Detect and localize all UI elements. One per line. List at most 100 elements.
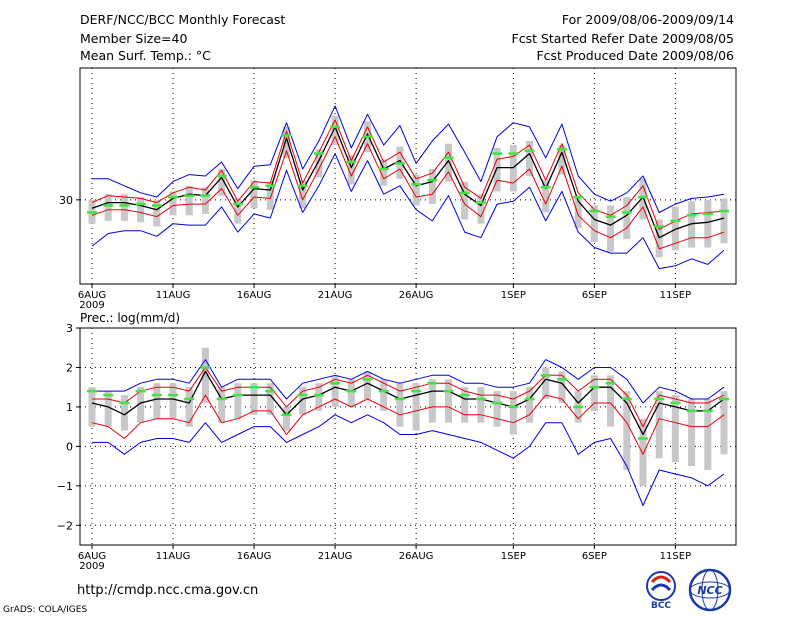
range-bar [169, 383, 177, 419]
ncc-logo-text: NCC [697, 584, 722, 597]
x-tick-label: 1SEP [501, 551, 526, 562]
y-tick-label: 2 [66, 361, 73, 374]
y-tick-label: 30 [59, 194, 73, 207]
x-tick-label: 6SEP [582, 551, 607, 562]
range-bar [493, 391, 501, 427]
range-bar [347, 379, 355, 407]
x-tick-label: 6SEP [582, 290, 607, 301]
bcc-logo: BCC [646, 571, 676, 610]
range-bar [120, 395, 128, 431]
x-tick-label: 21AUG [318, 551, 353, 562]
range-bar [526, 140, 534, 176]
range-bar [234, 383, 242, 419]
range-bar [639, 418, 647, 486]
range-bar [704, 199, 712, 248]
range-bar [104, 391, 112, 427]
range-bar [688, 399, 696, 467]
range-bar [218, 387, 226, 423]
range-bar [428, 168, 436, 205]
panel-temperature: 6AUG 11AUG 16AUG 21AUG 26AUG 1SEP 6SEP 11SEP 200… [59, 67, 737, 311]
range-bar [396, 383, 404, 427]
source-url[interactable]: http://cmdp.ncc.cma.gov.cn [77, 583, 259, 598]
series-lower_outer [91, 153, 725, 270]
plot-frame [79, 67, 737, 285]
range-bar [234, 198, 242, 224]
range-bar [185, 185, 193, 216]
range-bar [720, 198, 728, 244]
range-bar [412, 383, 420, 431]
range-bar [461, 387, 469, 423]
range-bar [331, 115, 339, 146]
series-lower_outer [92, 414, 725, 506]
bcc-logo-text: BCC [651, 601, 671, 610]
range-bar [542, 367, 550, 400]
range-bar [526, 387, 534, 423]
x-tick-label: 26AUG [399, 551, 434, 562]
y-tick-label: 3 [66, 322, 73, 335]
range-bar [299, 387, 307, 415]
range-bar [315, 383, 323, 411]
range-bar [493, 147, 501, 192]
range-bar [720, 391, 728, 455]
range-bar [282, 406, 290, 431]
range-bar [445, 143, 453, 182]
grads-credit: GrADS: COLA/IGES [3, 605, 88, 615]
range-bar [266, 181, 274, 210]
y-tick-label: 1 [66, 401, 73, 414]
range-bar [153, 199, 161, 227]
panel-title: Prec.: log(mm/d) [80, 311, 180, 325]
range-bar [461, 181, 469, 220]
range-bar [250, 383, 258, 415]
range-bar [590, 205, 598, 242]
produced-date: Fcst Produced Date 2009/08/06 [536, 48, 734, 63]
series-upper_inner [91, 119, 725, 230]
y-tick-label: −2 [57, 519, 73, 532]
range-bar [509, 145, 517, 192]
member-size: Member Size=40 [80, 31, 188, 46]
range-bar [363, 371, 371, 400]
range-bar [331, 375, 339, 407]
x-tick-label: 21AUG [318, 290, 353, 301]
range-bar [558, 371, 566, 403]
x-tick-label: 11AUG [156, 290, 191, 301]
series-lower_inner [91, 394, 725, 455]
x-tick-label: 6AUG [78, 551, 106, 562]
range-bar [201, 187, 209, 214]
range-bar [607, 375, 615, 427]
x-tick-label: 11SEP [660, 551, 691, 562]
chart-title: DERF/NCC/BCC Monthly Forecast [80, 12, 286, 27]
range-bar [201, 347, 209, 403]
range-bar [120, 194, 128, 221]
range-bar [671, 395, 679, 463]
start-date: Fcst Started Refer Date 2009/08/05 [511, 31, 735, 46]
range-bar [347, 154, 355, 185]
range-bar [477, 387, 485, 423]
range-bar [153, 383, 161, 419]
panel-precipitation: 6AUG 11AUG 16AUG 21AUG 26AUG 1SEP 6SEP 11SEP 200… [57, 311, 737, 572]
range-bar [623, 197, 631, 240]
range-bar [558, 145, 566, 175]
year-label: 2009 [79, 300, 104, 311]
range-bar [477, 194, 485, 224]
range-bar [380, 379, 388, 411]
series-upper_inner [92, 367, 725, 428]
range-bar [88, 387, 96, 427]
series-lower_inner [91, 136, 725, 250]
x-tick-label: 26AUG [399, 290, 434, 301]
range-bar [412, 174, 420, 206]
forecast-period: For 2009/08/06-2009/09/14 [561, 12, 734, 27]
year-label: 2009 [79, 561, 104, 572]
y-tick-label: 0 [66, 440, 73, 453]
range-bar [428, 379, 436, 423]
range-bar [671, 206, 679, 251]
variable-label: Mean Surf. Temp.: °C [80, 48, 211, 63]
range-bar [623, 391, 631, 471]
range-bar [137, 387, 145, 423]
range-bar [250, 180, 258, 209]
range-bar [299, 180, 307, 209]
range-bar [590, 375, 598, 411]
y-tick-label: −1 [57, 480, 73, 493]
range-bar [315, 149, 323, 178]
range-bar [639, 178, 647, 220]
